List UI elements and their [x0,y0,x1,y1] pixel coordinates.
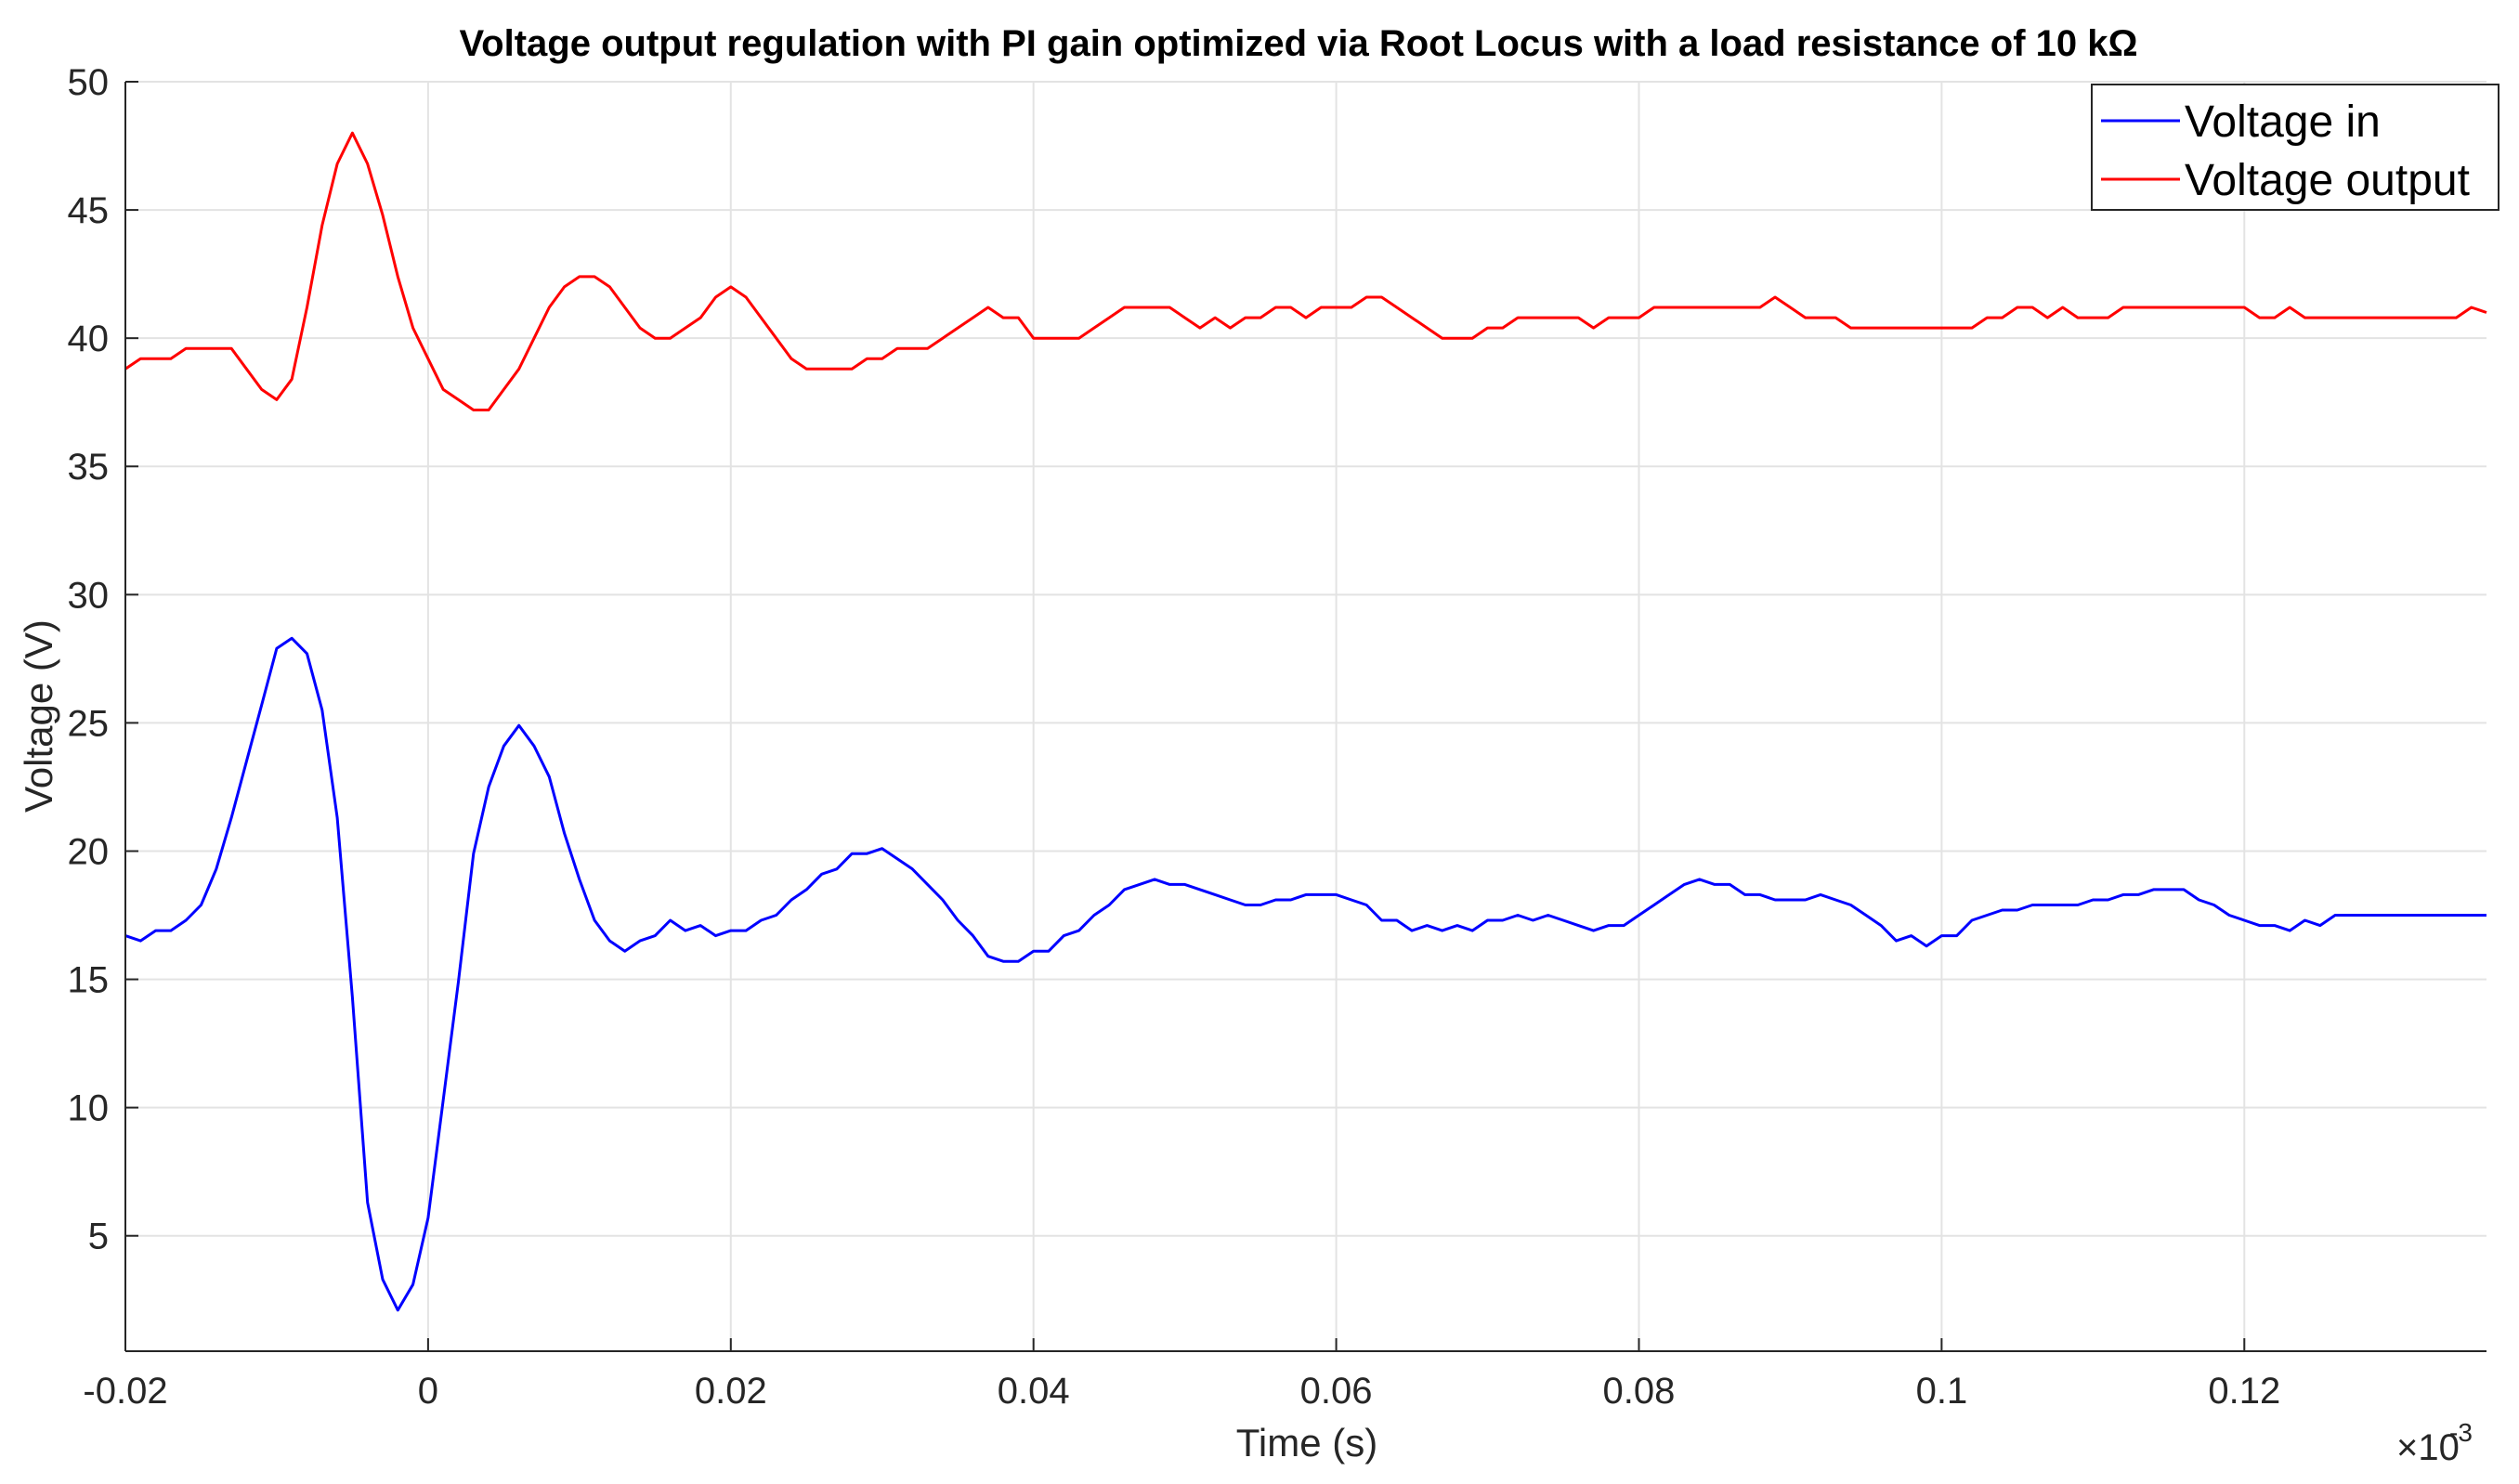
y-tick-label: 10 [68,1088,110,1129]
legend: Voltage in Voltage output [2091,84,2499,211]
y-tick-label: 35 [68,447,110,488]
plot-area [124,81,2487,1352]
y-tick-label: 45 [68,190,110,231]
y-axis-label: Voltage (V) [17,619,60,813]
legend-label-voltage-output: Voltage output [2185,156,2470,205]
y-tick-label: 5 [88,1217,109,1257]
x-tick-label: 0.02 [695,1371,767,1412]
legend-box [2091,84,2499,211]
x-tick-label: 0.1 [1916,1371,1968,1412]
y-tick-label: 50 [68,62,110,103]
plot-background [125,82,2486,1351]
x-tick-label: 0 [418,1371,438,1412]
x-exponent-base: ×10 [2396,1427,2460,1468]
series-line-voltage-in [124,636,2486,1312]
x-tick-label: 0.12 [2208,1371,2280,1412]
series-line-voltage-output [124,131,2487,411]
legend-label-voltage-in: Voltage in [2185,98,2381,147]
y-tick-label: 40 [68,319,110,359]
y-tick-label: 20 [68,831,110,872]
y-gridlines [125,81,2486,1237]
x-tick-label: 0.06 [1300,1371,1373,1412]
x-tick-label: -0.02 [83,1371,167,1412]
x-tick-label: 0.04 [998,1371,1070,1412]
y-tick-label: 30 [68,575,110,616]
x-exponent-label: ×10 -3 [2396,1418,2473,1468]
y-tick-label: 25 [68,703,110,744]
y-axis-ticks: 5 10 15 20 25 30 35 40 45 50 [68,62,138,1257]
series-layer [124,131,2487,1312]
chart-title: Voltage output regulation with PI gain o… [459,23,2137,64]
x-exponent-power: -3 [2449,1418,2473,1447]
y-tick-label: 15 [68,960,110,1001]
x-axis-ticks: -0.02 0 0.02 0.04 0.06 0.08 0.1 0.12 [83,1338,2280,1412]
x-tick-label: 0.08 [1603,1371,1676,1412]
x-axis-label: Time (s) [1236,1421,1377,1464]
